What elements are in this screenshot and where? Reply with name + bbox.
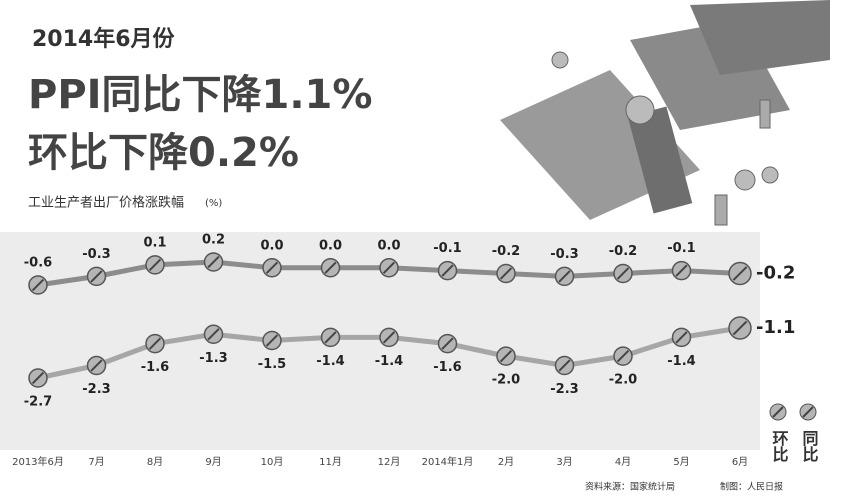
point-slot [675, 331, 688, 344]
chart-subtitle: 环比下降0.2% [28, 130, 299, 176]
legend-label: 同比 [800, 430, 819, 463]
value-label: 0.2 [202, 233, 225, 248]
x-tick-label: 2014年1月 [422, 455, 474, 468]
point-slot [732, 320, 748, 336]
axis-label: 工业生产者出厂价格涨跌幅 [28, 195, 184, 211]
point-slot [90, 359, 103, 372]
value-label: -0.1 [667, 241, 695, 256]
chart-title: PPI同比下降1.1% [28, 72, 372, 118]
point-slot [441, 337, 454, 350]
value-label: 0.1 [143, 235, 166, 250]
value-label: -0.1 [433, 241, 461, 256]
value-label: -1.6 [141, 360, 169, 375]
value-label: -1.3 [199, 351, 227, 366]
x-tick-label: 12月 [378, 456, 401, 468]
point-slot [207, 328, 220, 341]
point-slot [324, 331, 337, 344]
point-slot [675, 264, 688, 277]
value-label: -2.3 [82, 382, 110, 397]
value-label: -2.0 [492, 373, 520, 388]
value-label: -1.1 [756, 317, 795, 338]
point-slot [616, 350, 630, 363]
legend-slot [772, 406, 784, 418]
value-label: -1.4 [316, 354, 344, 369]
value-label: -0.3 [82, 247, 110, 262]
point-slot [148, 337, 162, 350]
illustration [500, 0, 830, 226]
point-slot [382, 261, 396, 274]
credit: 制图：人民日报 [720, 481, 783, 493]
value-label: -0.2 [492, 244, 520, 259]
point-slot [441, 264, 454, 277]
value-label: -2.7 [24, 395, 52, 410]
x-tick-label: 7月 [88, 456, 104, 468]
value-label: -1.4 [375, 354, 403, 369]
value-label: -1.5 [258, 357, 286, 372]
x-tick-label: 11月 [319, 456, 342, 468]
point-slot [499, 350, 513, 363]
legend-label: 环比 [770, 430, 789, 463]
x-tick-label: 5月 [673, 456, 689, 468]
x-tick-label: 8月 [147, 456, 163, 468]
value-label: -2.3 [550, 382, 578, 397]
point-slot [90, 270, 103, 283]
x-tick-label: 9月 [205, 456, 221, 468]
x-tick-label: 6月 [732, 456, 748, 468]
value-label: -1.6 [433, 360, 461, 375]
value-label: -2.0 [609, 373, 637, 388]
point-slot [558, 359, 571, 372]
value-label: 0.0 [319, 238, 342, 253]
value-label: 0.0 [260, 238, 283, 253]
point-slot [31, 278, 45, 292]
x-tick-label: 3月 [556, 456, 572, 468]
point-slot [148, 258, 162, 271]
unit-label: (%) [205, 198, 222, 209]
point-slot [31, 371, 45, 385]
x-tick-label: 2月 [498, 456, 514, 468]
value-label: -0.6 [24, 256, 52, 271]
point-slot [499, 267, 513, 280]
point-slot [265, 334, 279, 347]
source: 资料来源：国家统计局 [585, 481, 675, 493]
value-label: 0.0 [377, 238, 400, 253]
point-slot [616, 267, 630, 280]
point-slot [558, 270, 571, 283]
value-label: -0.2 [756, 263, 795, 284]
x-tick-label: 4月 [615, 456, 631, 468]
point-slot [324, 261, 337, 274]
legend-slot [802, 406, 814, 418]
x-tick-label: 2013年6月 [12, 455, 64, 468]
point-slot [732, 266, 748, 281]
point-slot [265, 261, 279, 274]
value-label: -0.3 [550, 247, 578, 262]
x-tick-label: 10月 [261, 456, 284, 468]
value-label: -1.4 [667, 354, 695, 369]
value-label: -0.2 [609, 244, 637, 259]
point-slot [382, 331, 396, 344]
point-slot [207, 255, 220, 269]
date-label: 2014年6月份 [32, 26, 176, 52]
